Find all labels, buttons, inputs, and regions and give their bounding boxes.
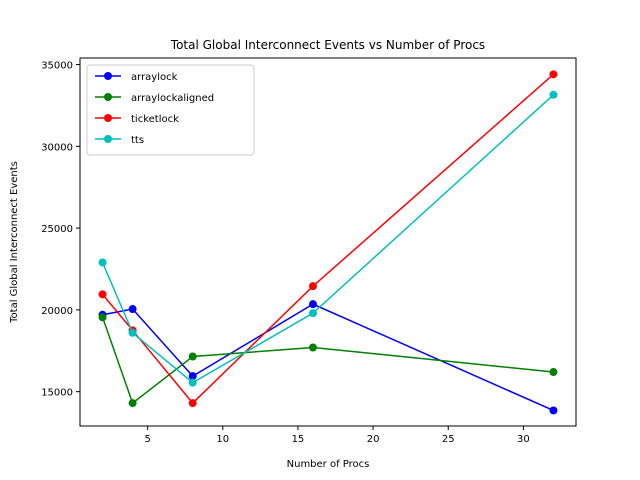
data-point xyxy=(188,378,197,387)
series-tts xyxy=(98,90,558,387)
series-layer xyxy=(98,70,558,415)
legend-marker xyxy=(104,114,112,122)
data-point xyxy=(308,282,317,291)
legend-label: arraylock xyxy=(131,72,178,83)
data-point xyxy=(549,70,558,79)
y-tick-label: 35000 xyxy=(41,61,73,72)
data-point xyxy=(308,300,317,309)
x-tick-label: 15 xyxy=(292,434,305,445)
data-point xyxy=(549,368,558,377)
legend-item: ticketlock xyxy=(95,114,179,125)
y-tick-label: 25000 xyxy=(41,224,73,235)
x-axis-label: Number of Procs xyxy=(287,459,370,470)
data-point xyxy=(128,328,137,337)
data-point xyxy=(98,313,107,322)
legend-label: ticketlock xyxy=(131,114,179,125)
data-point xyxy=(128,305,137,314)
data-point xyxy=(549,406,558,415)
legend-box xyxy=(86,64,255,156)
legend-item: arraylock xyxy=(95,72,178,83)
x-tick-label: 10 xyxy=(216,434,229,445)
data-point xyxy=(98,258,107,267)
chart-title: Total Global Interconnect Events vs Numb… xyxy=(170,38,485,52)
y-tick-label: 30000 xyxy=(41,142,73,153)
series-arraylockaligned xyxy=(98,313,558,408)
data-point xyxy=(308,343,317,352)
legend-label: arraylockaligned xyxy=(131,93,214,104)
legend-item: arraylockaligned xyxy=(95,93,214,104)
data-point xyxy=(549,90,558,99)
data-point xyxy=(98,290,107,299)
data-point xyxy=(308,309,317,318)
y-tick-label: 20000 xyxy=(41,306,73,317)
legend-marker xyxy=(104,72,112,80)
x-tick-label: 30 xyxy=(517,434,530,445)
x-axis: 5 10 15 20 25 30 xyxy=(144,426,530,445)
legend-marker xyxy=(104,135,112,143)
data-point xyxy=(188,352,197,361)
data-point xyxy=(128,399,137,408)
legend-marker xyxy=(104,93,112,101)
x-tick-label: 20 xyxy=(367,434,380,445)
y-axis-label: Total Global Interconnect Events xyxy=(9,161,20,324)
y-tick-label: 15000 xyxy=(41,388,73,399)
legend-item: tts xyxy=(95,135,144,146)
data-point xyxy=(188,372,197,381)
legend: arraylock arraylockaligned ticketlock tts xyxy=(86,64,255,156)
axes-frame xyxy=(79,57,577,427)
x-tick-label: 5 xyxy=(144,434,150,445)
x-tick-label: 25 xyxy=(442,434,455,445)
data-point xyxy=(188,399,197,408)
legend-label: tts xyxy=(131,135,144,146)
y-axis: 15000 20000 25000 30000 35000 xyxy=(41,61,80,399)
